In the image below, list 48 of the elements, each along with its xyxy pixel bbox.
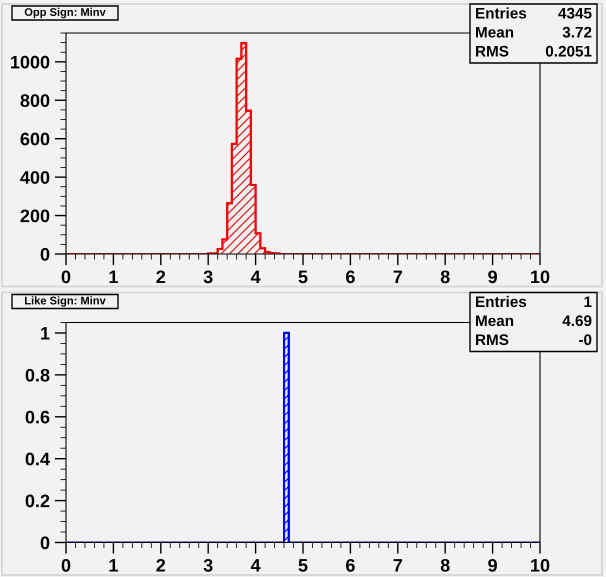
x-tick-label: 6	[346, 558, 355, 572]
x-tick-label: 7	[394, 559, 402, 572]
x-tick-label: 1	[110, 559, 118, 572]
text: Entries	[476, 296, 526, 308]
x-tick-label: 8	[440, 270, 450, 284]
text: 0.2051	[546, 46, 592, 57]
x-tick-label: 0	[62, 270, 70, 284]
x-tick-label: 6	[346, 270, 355, 284]
x-tick-label: 2	[156, 558, 166, 572]
y-tick-label: 800	[20, 94, 50, 107]
text: 4.69	[562, 315, 592, 326]
annotation: Mean	[476, 315, 514, 326]
x-tick-label: 1	[110, 270, 118, 284]
y-tick-label: 0	[40, 248, 50, 261]
x-tick-label: 10	[531, 558, 550, 572]
x-tick-label: 2	[156, 270, 166, 284]
text: 4345	[558, 8, 592, 19]
x-tick-label: 10	[531, 270, 550, 284]
x-tick-label: 3	[204, 270, 213, 284]
x-tick-label: 9	[488, 558, 497, 572]
annotation: RMS	[476, 334, 508, 346]
y-tick-label: 400	[20, 171, 50, 184]
x-tick-label: 4	[250, 559, 261, 572]
text: 3.72	[562, 26, 592, 38]
x-tick-label: 9	[488, 270, 497, 284]
y-tick-label: 1000	[11, 56, 50, 69]
x-tick-label: 7	[394, 270, 402, 284]
x-tick-label: 5	[298, 270, 308, 284]
y-tick-label: 200	[20, 210, 50, 222]
chart-title: Like Sign: Minv	[25, 296, 106, 307]
y-tick-label: 0.8	[26, 368, 50, 382]
text: -0	[579, 334, 592, 346]
text: Entries	[476, 7, 526, 19]
y-tick-label: 600	[20, 132, 50, 146]
text: 1	[584, 296, 592, 307]
annotation: RMS	[476, 46, 508, 57]
x-tick-label: 3	[204, 558, 213, 572]
annotation: Mean	[476, 26, 514, 38]
x-tick-label: 5	[298, 559, 308, 572]
y-tick-label: 0	[40, 536, 50, 550]
y-tick-label: 0.2	[26, 494, 50, 508]
y-tick-label: 0.6	[26, 410, 50, 424]
y-tick-label: 1	[41, 327, 50, 340]
y-tick-label: 0.4	[26, 452, 50, 466]
x-tick-label: 8	[440, 558, 450, 572]
x-tick-label: 0	[62, 558, 70, 572]
chart-title: Opp Sign: Minv	[24, 8, 106, 18]
x-tick-label: 4	[250, 270, 261, 284]
